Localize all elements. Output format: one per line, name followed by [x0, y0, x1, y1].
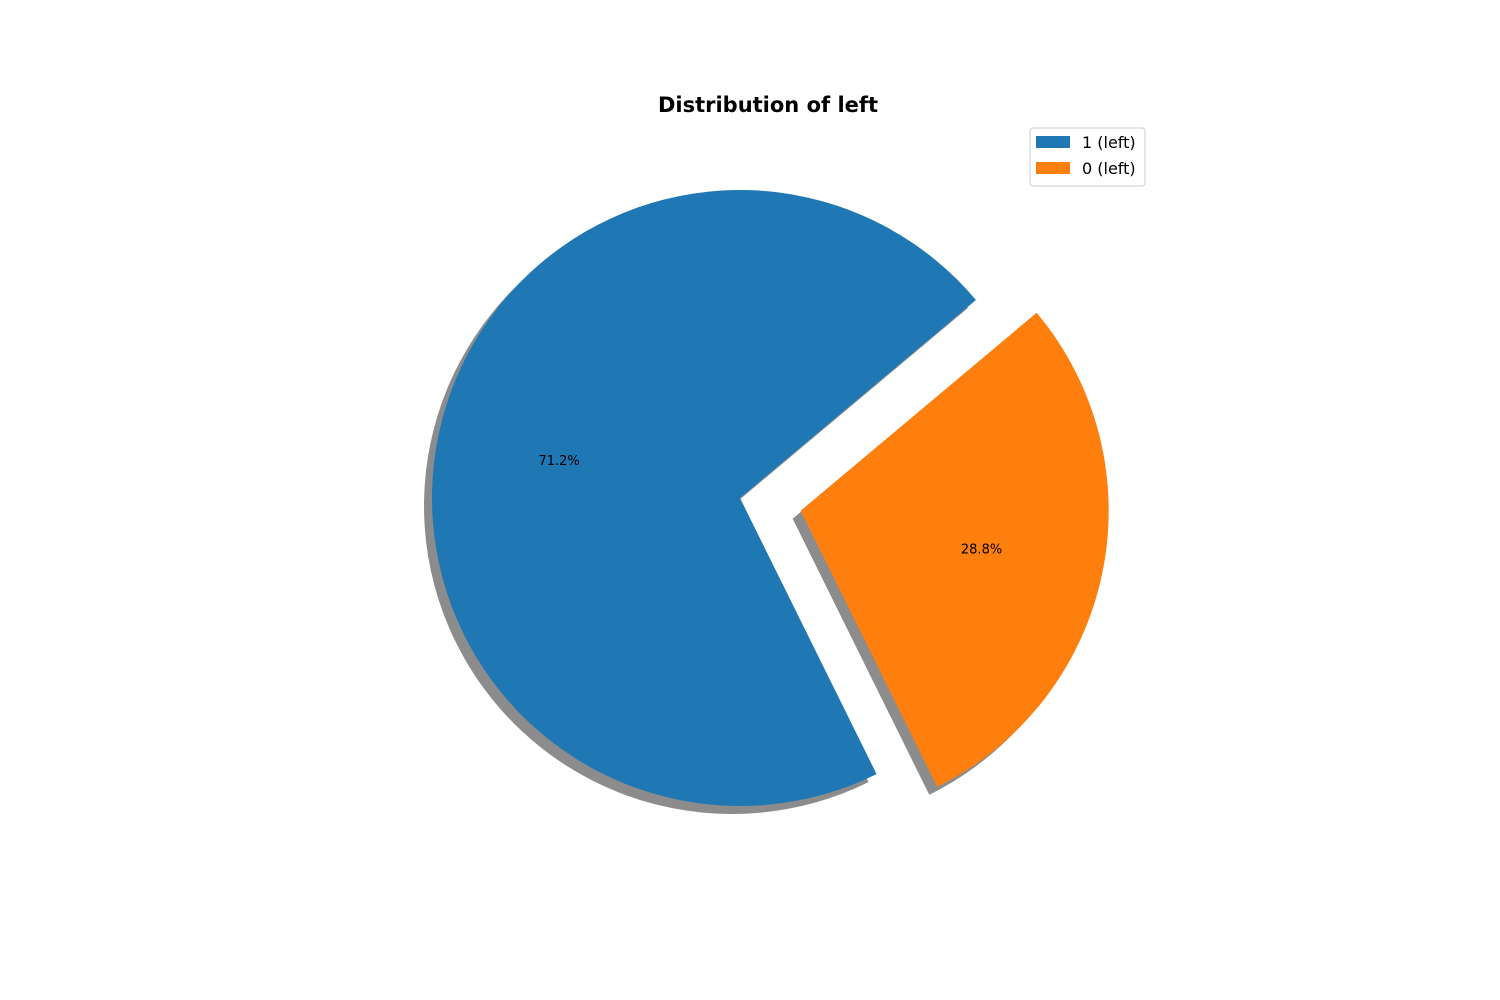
legend-swatch — [1036, 136, 1070, 148]
legend-swatch — [1036, 162, 1070, 174]
legend-label: 0 (left) — [1082, 159, 1136, 178]
slice-labels: 71.2% 28.8% — [538, 454, 1002, 558]
slice-percent-label: 71.2% — [538, 454, 579, 469]
pie-slice — [432, 190, 976, 807]
legend-label: 1 (left) — [1082, 133, 1136, 152]
chart-title: Distribution of left — [658, 93, 878, 117]
legend: 1 (left) 0 (left) — [1029, 127, 1146, 187]
slice-percent-label: 28.8% — [961, 543, 1002, 558]
pie-slices — [432, 190, 1109, 807]
pie-slice — [800, 312, 1109, 787]
